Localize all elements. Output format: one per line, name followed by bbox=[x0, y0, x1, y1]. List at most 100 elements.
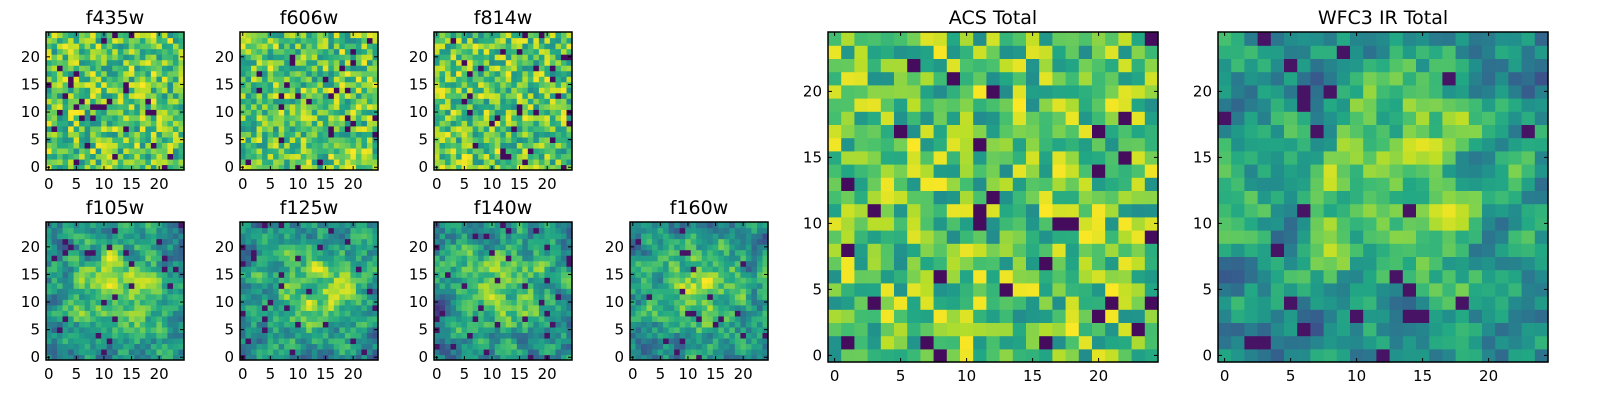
heatmap-cell bbox=[240, 266, 247, 273]
heatmap-cell bbox=[472, 271, 479, 278]
heatmap-cell bbox=[128, 282, 135, 289]
heatmap-cell bbox=[641, 326, 648, 333]
heatmap-cell bbox=[500, 158, 507, 166]
heatmap-cell bbox=[522, 348, 529, 356]
heatmap-cell bbox=[240, 249, 247, 256]
heatmap-cell bbox=[267, 109, 274, 116]
heatmap-cell bbox=[245, 120, 252, 127]
heatmap-cell bbox=[505, 147, 512, 155]
heatmap-cell bbox=[505, 222, 512, 229]
heatmap-cell bbox=[51, 233, 58, 240]
heatmap-cell bbox=[172, 299, 180, 306]
heatmap-cell bbox=[339, 277, 346, 284]
heatmap-cell bbox=[1012, 309, 1027, 323]
heatmap-cell bbox=[95, 343, 102, 350]
heatmap-cell bbox=[560, 158, 568, 166]
heatmap-cell bbox=[139, 76, 146, 83]
heatmap-cell bbox=[117, 158, 124, 166]
heatmap-cell bbox=[544, 98, 551, 105]
heatmap-cell bbox=[57, 92, 64, 99]
heatmap-cell bbox=[646, 299, 653, 306]
heatmap-cell bbox=[1105, 190, 1119, 205]
heatmap-cell bbox=[112, 147, 119, 155]
heatmap-cell bbox=[439, 260, 446, 267]
heatmap-cell bbox=[73, 266, 80, 273]
heatmap-cell bbox=[256, 147, 263, 155]
heatmap-cell bbox=[240, 114, 247, 121]
heatmap-cell bbox=[256, 142, 263, 149]
heatmap-cell bbox=[986, 322, 1001, 337]
heatmap-cell bbox=[339, 54, 346, 61]
heatmap-cell bbox=[355, 304, 363, 311]
heatmap-cell bbox=[679, 348, 686, 356]
heatmap-cell bbox=[350, 70, 357, 77]
heatmap-cell bbox=[317, 103, 324, 110]
heatmap-cell bbox=[344, 131, 351, 138]
heatmap-cell bbox=[112, 266, 119, 273]
heatmap-cell bbox=[355, 136, 363, 143]
heatmap-cell bbox=[328, 76, 335, 83]
heatmap-cell bbox=[262, 87, 269, 94]
heatmap-cell bbox=[328, 81, 335, 88]
heatmap-cell bbox=[500, 238, 507, 245]
heatmap-cell bbox=[95, 348, 102, 356]
heatmap-cell bbox=[117, 98, 124, 105]
heatmap-cell bbox=[251, 233, 258, 240]
heatmap-cell bbox=[434, 255, 441, 262]
heatmap-cell bbox=[456, 310, 463, 317]
heatmap-cell bbox=[46, 266, 53, 273]
heatmap-cell bbox=[685, 271, 692, 278]
heatmap-cell bbox=[1078, 243, 1093, 257]
heatmap-cell bbox=[322, 48, 329, 55]
heatmap-cell bbox=[516, 76, 523, 83]
heatmap-cell bbox=[278, 255, 285, 262]
heatmap-cell bbox=[161, 32, 169, 39]
heatmap-cell bbox=[505, 81, 512, 88]
heatmap-cell bbox=[273, 136, 280, 143]
heatmap-cell bbox=[289, 288, 296, 295]
heatmap-cell bbox=[106, 315, 113, 322]
heatmap-cell bbox=[161, 81, 169, 88]
heatmap-cell bbox=[505, 282, 512, 289]
heatmap-cell bbox=[262, 282, 269, 289]
heatmap-cell bbox=[745, 255, 753, 262]
heatmap-cell bbox=[946, 348, 961, 363]
heatmap-cell bbox=[372, 114, 379, 121]
heatmap-cell bbox=[306, 70, 313, 77]
heatmap-cell bbox=[267, 332, 274, 339]
heatmap-cell bbox=[300, 65, 307, 72]
heatmap-cell bbox=[1065, 177, 1080, 191]
heatmap-cell bbox=[333, 65, 340, 72]
heatmap-cell bbox=[156, 260, 163, 267]
heatmap-cell bbox=[123, 103, 130, 110]
heatmap-cell bbox=[544, 136, 551, 143]
heatmap-cell bbox=[635, 310, 642, 317]
heatmap-cell bbox=[973, 256, 987, 271]
heatmap-cell bbox=[505, 271, 512, 278]
heatmap-cell bbox=[1065, 190, 1080, 205]
heatmap-cell bbox=[311, 48, 318, 55]
heatmap-cell bbox=[434, 43, 441, 50]
heatmap-cell bbox=[284, 158, 291, 166]
heatmap-cell bbox=[516, 227, 523, 234]
heatmap-cell bbox=[79, 249, 86, 256]
heatmap-cell bbox=[46, 48, 53, 55]
heatmap-cell bbox=[62, 332, 69, 339]
heatmap-cell bbox=[90, 131, 97, 138]
heatmap-cell bbox=[139, 32, 146, 39]
heatmap-cell bbox=[300, 120, 307, 127]
heatmap-cell bbox=[51, 266, 58, 273]
heatmap-cell bbox=[533, 147, 540, 155]
heatmap-cell bbox=[674, 255, 681, 262]
heatmap-cell bbox=[123, 136, 130, 143]
heatmap-cell bbox=[333, 244, 340, 251]
heatmap-cell bbox=[150, 249, 157, 256]
heatmap-cell bbox=[527, 147, 534, 155]
heatmap-cell bbox=[646, 354, 653, 361]
heatmap-cell bbox=[461, 304, 468, 311]
heatmap-cell bbox=[123, 310, 130, 317]
heatmap-cell bbox=[156, 76, 163, 83]
heatmap-cell bbox=[123, 337, 130, 345]
heatmap-cell bbox=[333, 277, 340, 284]
